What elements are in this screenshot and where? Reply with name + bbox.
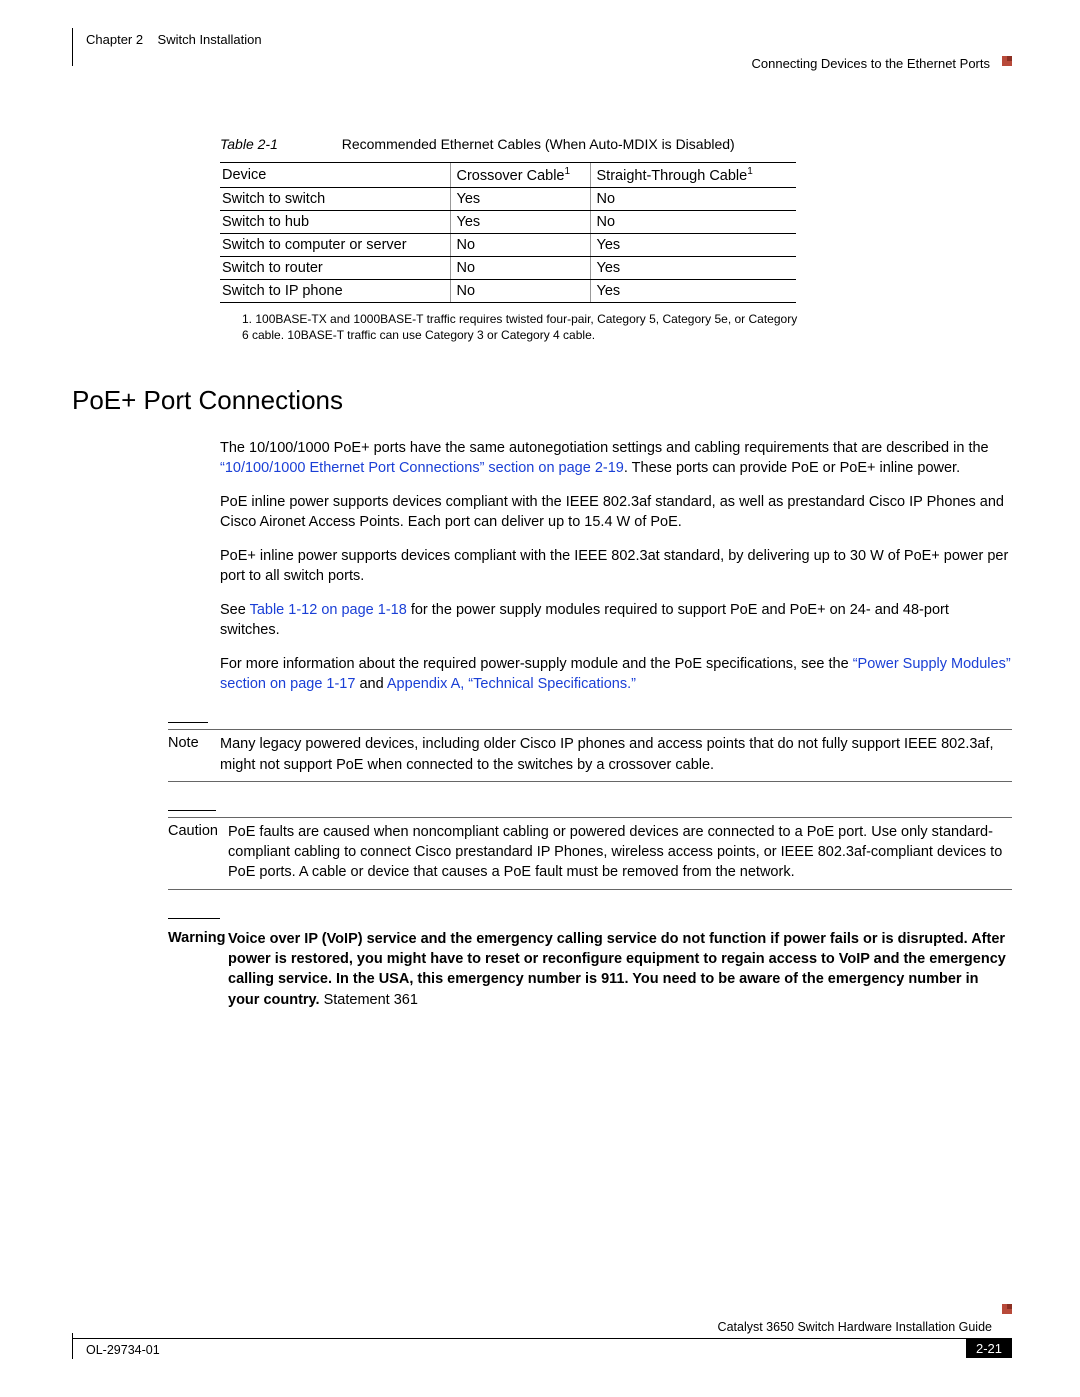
table-col-straight: Straight-Through Cable1 (590, 163, 796, 188)
table-label: Table 2-1 (220, 136, 278, 152)
header-accent-square (1002, 56, 1012, 66)
table-cell: No (450, 279, 590, 302)
table-cell: Switch to router (220, 256, 450, 279)
table-cell: No (450, 233, 590, 256)
footer-accent-square (1002, 1304, 1012, 1314)
table-row: Switch to hubYesNo (220, 210, 796, 233)
table-cell: Switch to IP phone (220, 279, 450, 302)
table-row: Switch to routerNoYes (220, 256, 796, 279)
table-cell: Yes (590, 233, 796, 256)
table-cell: Yes (590, 256, 796, 279)
table-cell: No (450, 256, 590, 279)
footer-guide-title: Catalyst 3650 Switch Hardware Installati… (72, 1320, 1012, 1334)
caution-admonition: Caution PoE faults are caused when nonco… (168, 810, 1012, 890)
paragraph-1: The 10/100/1000 PoE+ ports have the same… (220, 438, 1012, 478)
table-cell: Switch to computer or server (220, 233, 450, 256)
table-cell: Yes (450, 210, 590, 233)
note-label: Note (168, 734, 220, 751)
header-rule-vertical (72, 28, 73, 66)
note-admonition: Note Many legacy powered devices, includ… (168, 722, 1012, 782)
cable-table: Device Crossover Cable1 Straight-Through… (220, 162, 796, 303)
table-cell: No (590, 210, 796, 233)
header-section-title: Connecting Devices to the Ethernet Ports (752, 56, 990, 71)
table-cell: No (590, 187, 796, 210)
page-footer: Catalyst 3650 Switch Hardware Installati… (72, 1320, 1012, 1358)
table-cell: Yes (450, 187, 590, 210)
paragraph-3: PoE+ inline power supports devices compl… (220, 546, 1012, 586)
link-table-1-12[interactable]: Table 1-12 on page 1-18 (250, 602, 407, 618)
link-appendix-a[interactable]: Appendix A, “Technical Specifications.” (387, 676, 636, 692)
footer-doc-number: OL-29734-01 (86, 1343, 160, 1357)
table-cell: Switch to switch (220, 187, 450, 210)
paragraph-5: For more information about the required … (220, 654, 1012, 694)
table-cell: Switch to hub (220, 210, 450, 233)
warning-statement: Statement 361 (324, 992, 418, 1008)
table-cell: Yes (590, 279, 796, 302)
paragraph-2: PoE inline power supports devices compli… (220, 492, 1012, 532)
table-caption: Table 2-1 Recommended Ethernet Cables (W… (220, 136, 1012, 152)
table-row: Switch to computer or serverNoYes (220, 233, 796, 256)
caution-text: PoE faults are caused when noncompliant … (228, 822, 1012, 883)
chapter-title: Switch Installation (158, 32, 262, 47)
section-heading: PoE+ Port Connections (72, 385, 1012, 416)
table-col-crossover: Crossover Cable1 (450, 163, 590, 188)
table-header-row: Device Crossover Cable1 Straight-Through… (220, 163, 796, 188)
footer-page-number: 2-21 (966, 1339, 1012, 1358)
link-ethernet-port-connections[interactable]: “10/100/1000 Ethernet Port Connections” … (220, 460, 624, 476)
chapter-label: Chapter 2 (86, 32, 143, 47)
caution-label: Caution (168, 822, 228, 839)
table-footnote: 1. 100BASE-TX and 1000BASE-T traffic req… (242, 311, 802, 343)
table-col-device: Device (220, 163, 450, 188)
note-text: Many legacy powered devices, including o… (220, 734, 1012, 775)
warning-admonition: Warning Voice over IP (VoIP) service and… (168, 918, 1012, 1016)
table-row: Switch to IP phoneNoYes (220, 279, 796, 302)
table-row: Switch to switchYesNo (220, 187, 796, 210)
paragraph-4: See Table 1-12 on page 1-18 for the powe… (220, 600, 1012, 640)
warning-label: Warning (168, 929, 228, 946)
header-chapter: Chapter 2 Switch Installation (86, 32, 262, 47)
warning-text: Voice over IP (VoIP) service and the eme… (228, 929, 1012, 1010)
table-title: Recommended Ethernet Cables (When Auto-M… (342, 136, 735, 152)
